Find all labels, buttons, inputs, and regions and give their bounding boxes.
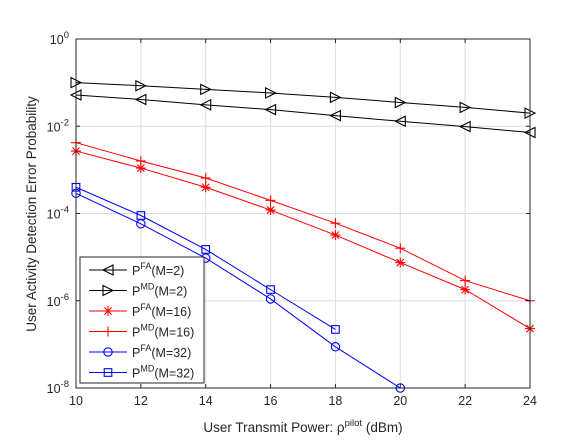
legend-label: PMD(M=32) [132,364,194,381]
square-marker [103,368,113,377]
data-point [329,91,342,104]
x-tick-label: 22 [458,394,472,408]
triangle-right-marker [102,284,115,297]
legend-box [79,256,205,384]
circle-marker [103,347,113,357]
x-tick-label: 24 [523,394,537,408]
data-point [394,96,407,109]
y-tick-label: 100 [50,30,69,47]
plus-marker [103,326,113,337]
legend-label: PMD(M=2) [132,282,187,299]
legend-label: PFA(M=2) [132,261,184,278]
data-point [330,342,341,352]
data-point [331,325,340,334]
data-point [135,79,148,92]
data-point [200,173,211,184]
triangle-left-marker [101,264,114,276]
x-tick-label: 20 [393,394,407,408]
data-point [200,83,212,96]
legend-entry: PFA(M=2) [89,261,184,278]
series-line [75,94,531,133]
x-tick-label: 18 [328,394,342,408]
legend-entry: PFA(M=16) [89,302,191,319]
data-point [199,98,212,111]
legend-label: PFA(M=32) [132,343,191,360]
series-line [75,192,401,389]
x-tick-label: 10 [69,394,83,408]
data-point [266,285,275,294]
x-tick-label: 14 [199,394,213,408]
data-point [136,211,146,220]
legend-entry: PMD(M=16) [89,323,194,340]
series-line [75,150,531,330]
legend-entry: PMD(M=2) [89,282,187,299]
data-point [460,275,471,286]
series-line [75,82,531,114]
data-point [135,155,146,166]
data-point [200,182,211,193]
data-point [330,218,341,229]
x-axis-label: User Transmit Power: ρpilot (dBm) [203,418,402,435]
data-point [458,120,471,133]
data-point [394,115,406,128]
x-tick-label: 12 [134,394,148,408]
x-ticks: 10 12 14 16 18 20 22 24 [69,39,537,408]
data-point [265,87,277,99]
series-2 [71,146,535,334]
legend-label: PMD(M=16) [132,323,194,340]
legend-label: PFA(M=16) [132,302,191,319]
legend-entry: PMD(M=32) [89,364,194,381]
data-point [329,109,341,122]
legend: PFA(M=2) PMD(M=2) PFA(M=16) PMD(M=16) PFA(M=… [79,256,205,384]
y-ticks: 100 10-2 10-4 10-6 10-8 [47,30,530,396]
star-marker [103,306,113,316]
y-tick-label: 10-8 [47,379,69,396]
x-tick-label: 16 [264,394,278,408]
y-tick-label: 10-6 [47,292,69,309]
data-point [395,257,406,268]
data-point [460,284,471,295]
data-point [330,230,341,241]
series-line [75,142,531,302]
y-tick-label: 10-4 [47,205,69,222]
data-point [265,195,276,206]
series-line [75,186,336,330]
data-point [265,294,276,304]
data-point [134,93,147,106]
data-point [265,205,276,216]
legend-entry: PFA(M=32) [89,343,191,360]
y-tick-label: 10-2 [47,117,69,134]
data-point [459,101,472,114]
series-layer [69,76,537,393]
y-axis-label: User Activity Detection Error Probabilit… [24,96,39,332]
data-point [201,245,211,254]
data-point [395,243,406,254]
data-point [264,103,277,116]
series-0 [69,89,536,139]
